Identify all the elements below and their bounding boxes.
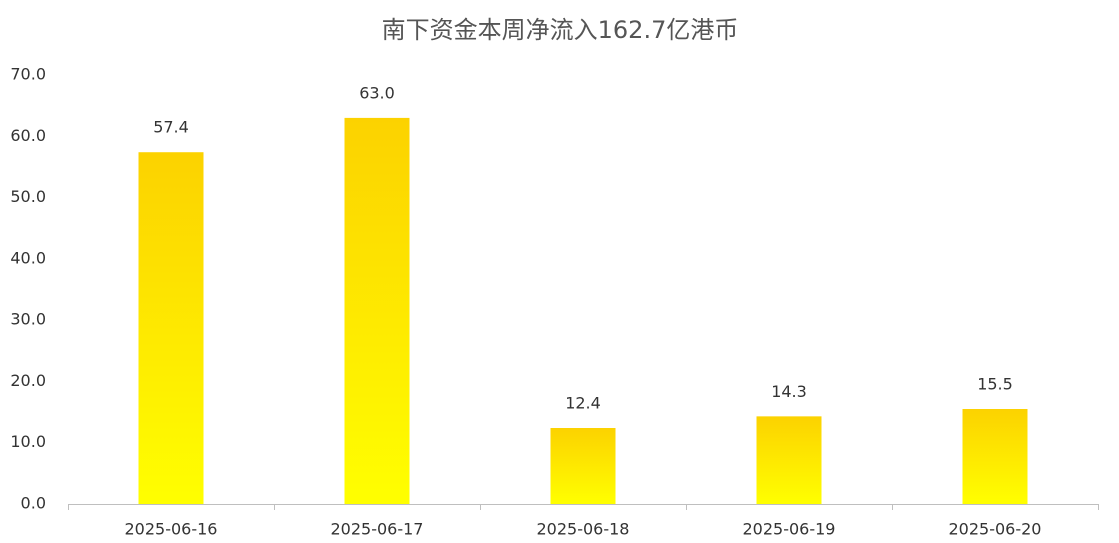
x-tick-label: 2025-06-20 xyxy=(949,520,1042,539)
value-label: 63.0 xyxy=(359,83,395,102)
value-label: 12.4 xyxy=(565,394,601,413)
value-label: 15.5 xyxy=(977,375,1013,394)
value-label: 14.3 xyxy=(771,382,807,401)
x-tick-label: 2025-06-17 xyxy=(331,520,424,539)
y-tick-label: 50.0 xyxy=(10,187,46,206)
bar xyxy=(962,409,1028,504)
chart-title: 南下资金本周净流入162.7亿港币 xyxy=(382,16,739,44)
y-tick-label: 70.0 xyxy=(10,65,46,84)
x-tick-label: 2025-06-19 xyxy=(743,520,836,539)
x-tick-label: 2025-06-18 xyxy=(537,520,630,539)
bar xyxy=(344,117,410,505)
y-tick-label: 60.0 xyxy=(10,126,46,145)
y-tick-label: 20.0 xyxy=(10,371,46,390)
bar xyxy=(756,416,822,504)
y-tick-label: 40.0 xyxy=(10,248,46,267)
y-tick-label: 30.0 xyxy=(10,310,46,329)
value-label: 57.4 xyxy=(153,118,189,137)
bar xyxy=(550,428,616,504)
y-tick-label: 0.0 xyxy=(21,494,46,513)
y-tick-label: 10.0 xyxy=(10,432,46,451)
bar xyxy=(138,152,204,504)
x-tick-label: 2025-06-16 xyxy=(125,520,218,539)
